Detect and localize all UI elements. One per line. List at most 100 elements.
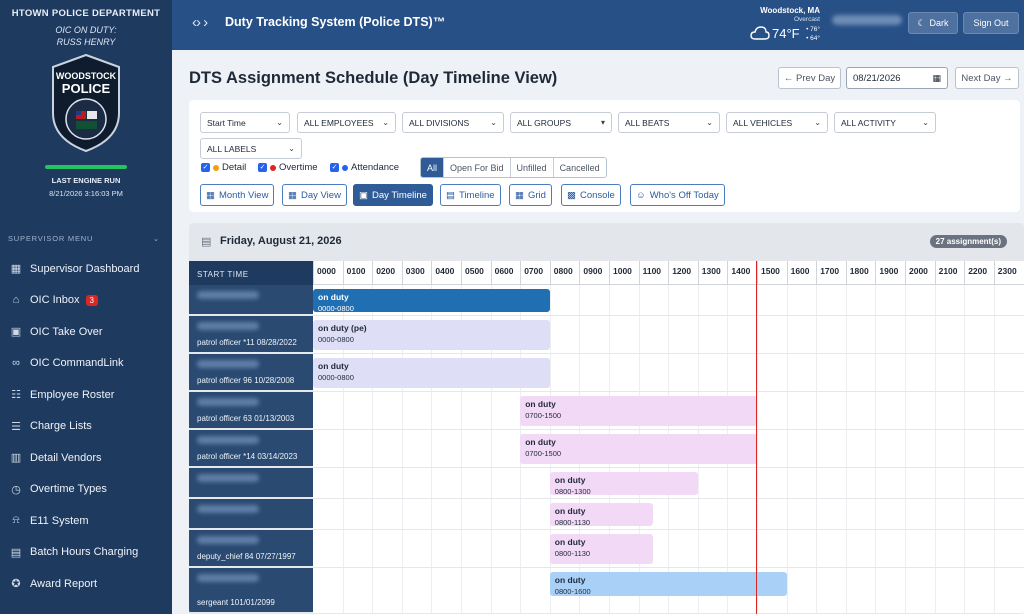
segment-all[interactable]: All bbox=[421, 158, 444, 177]
filter-select-all-labels[interactable]: ALL LABELS ⌄ bbox=[200, 138, 302, 159]
employee-label[interactable] bbox=[189, 468, 313, 498]
grid-line bbox=[697, 285, 699, 315]
chevron-down-icon: ⌄ bbox=[922, 118, 929, 127]
menu-item-batch-hours-charging[interactable]: ▤ Batch Hours Charging bbox=[0, 537, 172, 569]
grid-line bbox=[875, 468, 877, 498]
grid-line bbox=[461, 499, 462, 529]
list-icon: ☰ bbox=[11, 420, 21, 433]
filter-select-start-time[interactable]: Start Time ⌄ bbox=[200, 112, 290, 133]
assignment-bar[interactable]: on duty 0700-1500 bbox=[520, 434, 757, 464]
toggle-overtime[interactable]: ✓ Overtime bbox=[258, 162, 318, 173]
grid-line bbox=[372, 430, 374, 467]
view-button-month-view[interactable]: ▦ Month View bbox=[200, 184, 275, 206]
employee-label[interactable]: patrol officer *11 08/28/2022 bbox=[189, 316, 313, 353]
menu-item-supervisor-dashboard[interactable]: ▦ Supervisor Dashboard bbox=[0, 253, 172, 285]
assignment-bar[interactable]: on duty 0000-0800 bbox=[313, 358, 550, 388]
chevron-down-icon: ⌄ bbox=[152, 234, 160, 243]
toggle-detail[interactable]: ✓ Detail bbox=[201, 162, 246, 173]
menu-item-label: OIC Take Over bbox=[30, 325, 103, 338]
menu-item-charge-lists[interactable]: ☰ Charge Lists bbox=[0, 411, 172, 443]
assignment-bar[interactable]: on duty 0800-1300 bbox=[549, 472, 698, 496]
employee-label[interactable]: deputy_chief 84 07/27/1997 bbox=[189, 530, 313, 567]
assignment-bar[interactable]: on duty 0800-1130 bbox=[549, 503, 654, 527]
assignment-bar[interactable]: on duty (pe) 0000-0800 bbox=[313, 320, 550, 350]
people-icon: ☺ bbox=[636, 189, 646, 201]
menu-item-oic-inbox[interactable]: ⌂ OIC Inbox 3 bbox=[0, 285, 172, 317]
legend-dot bbox=[342, 164, 348, 171]
assignment-bar[interactable]: on duty 0800-1600 bbox=[549, 572, 787, 596]
assignment-bar[interactable]: on duty 0800-1130 bbox=[549, 534, 654, 564]
grid-line bbox=[697, 530, 699, 567]
assignment-bar[interactable]: on duty 0700-1500 bbox=[520, 396, 757, 426]
sign-out-button[interactable]: Sign Out bbox=[963, 12, 1019, 34]
hour-label: 1600 bbox=[786, 261, 817, 285]
next-day-button[interactable]: Next Day → bbox=[955, 67, 1019, 89]
employee-label[interactable] bbox=[189, 285, 313, 315]
grid-line bbox=[786, 392, 788, 429]
view-button-label: Day Timeline bbox=[371, 189, 427, 201]
assignment-time: 0000-0800 bbox=[318, 304, 354, 313]
grid-line bbox=[520, 468, 522, 498]
assignment-title: on duty bbox=[554, 506, 586, 516]
filter-select-value: ALL BEATS bbox=[625, 117, 670, 128]
menu-item-oic-take-over[interactable]: ▣ OIC Take Over bbox=[0, 316, 172, 348]
assignment-bar[interactable]: on duty 0000-0800 bbox=[313, 289, 550, 313]
employee-name-redacted bbox=[197, 436, 259, 444]
view-button-console[interactable]: ▩ Console bbox=[561, 184, 621, 206]
menu-item-detail-vendors[interactable]: ▥ Detail Vendors bbox=[0, 442, 172, 474]
grid-line bbox=[757, 285, 758, 315]
engine-time: 8/21/2026 3:16:03 PM bbox=[49, 189, 123, 198]
filter-select-all-beats[interactable]: ALL BEATS ⌄ bbox=[618, 112, 720, 133]
date-input[interactable]: 08/21/2026 ▦ bbox=[846, 67, 948, 89]
grid-line bbox=[372, 568, 374, 613]
grid-line bbox=[875, 354, 877, 391]
filter-select-all-groups[interactable]: ALL GROUPS ▾ bbox=[510, 112, 612, 133]
timeline-row: patrol officer *11 08/28/2022 on duty (pe… bbox=[189, 316, 1024, 354]
menu-item-employee-roster[interactable]: ☷ Employee Roster bbox=[0, 379, 172, 411]
toggle-attendance[interactable]: ✓ Attendance bbox=[330, 162, 399, 173]
view-button-grid[interactable]: ▦ Grid bbox=[509, 184, 552, 206]
dashboard-icon: ▦ bbox=[10, 263, 22, 276]
grid-line bbox=[431, 530, 433, 567]
hour-label: 1300 bbox=[697, 261, 728, 285]
menu-heading[interactable]: SUPERVISOR MENU ⌄ bbox=[0, 234, 172, 243]
chevron-down-icon: ⌄ bbox=[490, 118, 497, 127]
grid-line bbox=[727, 316, 729, 353]
assignment-title: on duty bbox=[554, 537, 586, 547]
menu-item-overtime-types[interactable]: ◷ Overtime Types bbox=[0, 474, 172, 506]
menu-item-label: Award Report bbox=[30, 577, 98, 590]
employee-label[interactable]: patrol officer *14 03/14/2023 bbox=[189, 430, 313, 467]
view-button-day-timeline[interactable]: ▣ Day Timeline bbox=[353, 184, 433, 206]
timeline-row: on duty 0800-1300 bbox=[189, 468, 1024, 499]
filter-select-value: ALL GROUPS bbox=[517, 117, 572, 128]
filter-select-all-activity[interactable]: ALL ACTIVITY ⌄ bbox=[834, 112, 936, 133]
employee-label[interactable] bbox=[189, 499, 313, 529]
employee-label[interactable]: patrol officer 96 10/28/2008 bbox=[189, 354, 313, 391]
segment-unfilled[interactable]: Unfilled bbox=[509, 158, 553, 177]
view-button-who-s-off-today[interactable]: ☺ Who's Off Today bbox=[630, 184, 725, 206]
segment-open-for-bid[interactable]: Open For Bid bbox=[443, 158, 510, 177]
grid-line bbox=[342, 530, 344, 567]
menu-item-e11-system[interactable]: ⍾ E11 System bbox=[0, 505, 172, 537]
grid-line bbox=[401, 499, 403, 529]
bell-icon: ⍾ bbox=[12, 514, 20, 527]
filter-select-all-employees[interactable]: ALL EMPLOYEES ⌄ bbox=[297, 112, 396, 133]
employee-label[interactable]: patrol officer 63 01/13/2003 bbox=[189, 392, 313, 429]
segment-cancelled[interactable]: Cancelled bbox=[552, 158, 606, 177]
filter-select-all-vehicles[interactable]: ALL VEHICLES ⌄ bbox=[726, 112, 828, 133]
grid-line bbox=[816, 499, 818, 529]
prev-day-button[interactable]: ← Prev Day bbox=[778, 67, 841, 89]
menu-item-award-report[interactable]: ✪ Award Report bbox=[0, 568, 172, 600]
view-button-day-view[interactable]: ▦ Day View bbox=[282, 184, 347, 206]
toggle-label: Overtime bbox=[279, 162, 318, 173]
filter-select-all-divisions[interactable]: ALL DIVISIONS ⌄ bbox=[402, 112, 504, 133]
grid-line bbox=[668, 354, 670, 391]
collapse-sidebar-icon[interactable]: ‹› › bbox=[192, 14, 208, 31]
grid-line bbox=[905, 430, 906, 467]
menu-item-oic-commandlink[interactable]: ∞ OIC CommandLink bbox=[0, 348, 172, 380]
hour-label: 0900 bbox=[579, 261, 609, 285]
assignment-title: on duty bbox=[525, 399, 556, 409]
employee-label[interactable]: sergeant 101/01/2099 bbox=[189, 568, 313, 613]
view-button-timeline[interactable]: ▤ Timeline bbox=[440, 184, 501, 206]
dark-mode-button[interactable]: ☾ Dark bbox=[908, 12, 958, 34]
